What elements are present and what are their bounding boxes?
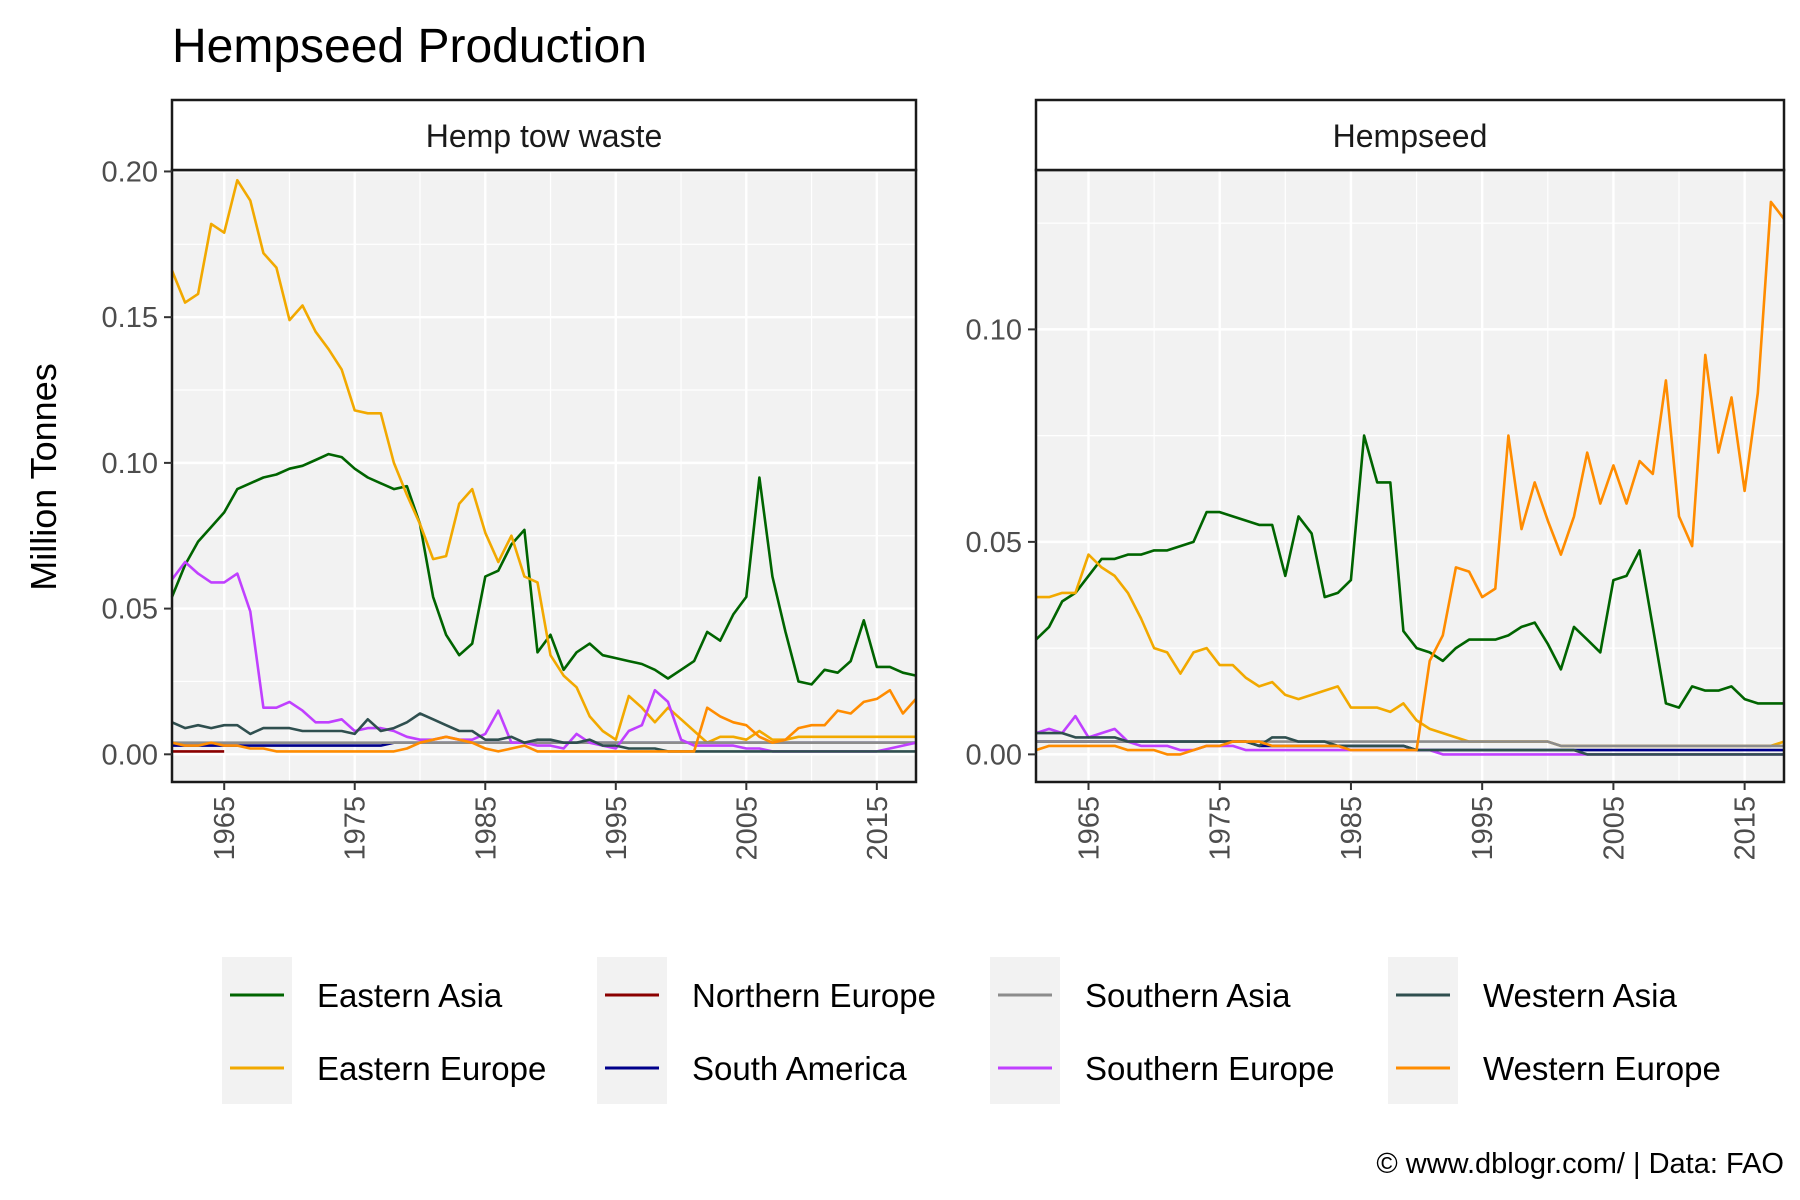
strip-label: Hemp tow waste — [426, 118, 663, 154]
strip-background — [170, 98, 918, 172]
series-lines — [170, 178, 917, 753]
series-line-eastern-asia — [1035, 434, 1784, 709]
legend-label: Southern Europe — [1085, 1050, 1335, 1087]
legend-label: Eastern Europe — [317, 1050, 546, 1087]
x-tick-label: 2005 — [731, 796, 763, 861]
chart-title: Hempseed Production — [172, 20, 647, 73]
y-tick-label: 0.05 — [102, 594, 158, 626]
legend-item-south-america: South America — [597, 1030, 907, 1104]
legend-item-southern-asia: Southern Asia — [990, 957, 1291, 1031]
legend-item-eastern-europe: Eastern Europe — [222, 1030, 546, 1104]
x-tick-label: 2015 — [862, 796, 894, 861]
legend-item-northern-europe: Northern Europe — [597, 957, 936, 1031]
x-tick-label: 1985 — [470, 796, 502, 861]
x-tick-label: 2015 — [1730, 796, 1762, 861]
panel-background — [172, 170, 916, 782]
x-tick-label: 1995 — [1467, 796, 1499, 861]
y-tick-label: 0.00 — [966, 739, 1022, 771]
y-axis: 0.00 0.05 0.10 — [966, 314, 1036, 771]
gridlines — [1036, 170, 1784, 782]
y-tick-label: 0.05 — [966, 527, 1022, 559]
x-tick-label: 1965 — [1073, 796, 1105, 861]
panel-hempseed: Hempseed 0.00 0.05 0.10 1965 1975 1985 1995 20… — [966, 98, 1786, 861]
y-tick-label: 0.10 — [102, 448, 158, 480]
panel-background — [1036, 170, 1784, 782]
legend-item-southern-europe: Southern Europe — [990, 1030, 1335, 1104]
strip-background — [1034, 98, 1786, 172]
gridlines — [172, 170, 916, 782]
legend-label: Western Europe — [1483, 1050, 1721, 1087]
legend: Eastern Asia Northern Europe Southern Asia… — [222, 957, 1721, 1104]
x-tick-label: 2005 — [1598, 796, 1630, 861]
y-tick-label: 0.15 — [102, 302, 158, 334]
strip-label: Hempseed — [1333, 118, 1488, 154]
legend-label: Eastern Asia — [317, 977, 503, 1014]
x-tick-label: 1975 — [1205, 796, 1237, 861]
series-line-western-europe — [1035, 200, 1786, 756]
y-axis-title: Million Tonnes — [23, 363, 64, 590]
y-tick-label: 0.00 — [102, 739, 158, 771]
legend-item-eastern-asia: Eastern Asia — [222, 957, 503, 1031]
legend-label: South America — [692, 1050, 907, 1087]
legend-item-western-europe: Western Europe — [1388, 1030, 1721, 1104]
legend-label: Western Asia — [1483, 977, 1677, 1014]
y-tick-label: 0.20 — [102, 156, 158, 188]
series-line-eastern-asia — [170, 452, 917, 686]
caption: © www.dblogr.com/ | Data: FAO — [1376, 1148, 1784, 1180]
series-line-western-europe — [171, 688, 917, 753]
x-tick-label: 1985 — [1336, 796, 1368, 861]
x-tick-label: 1975 — [340, 796, 372, 861]
y-tick-label: 0.10 — [966, 314, 1022, 346]
x-axis: 1965 1975 1985 1995 2005 2015 — [1073, 782, 1762, 861]
x-tick-label: 1965 — [209, 796, 241, 861]
series-lines — [1035, 200, 1786, 756]
legend-item-western-asia: Western Asia — [1388, 957, 1677, 1031]
x-tick-label: 1995 — [601, 796, 633, 861]
y-axis: 0.00 0.05 0.10 0.15 0.20 — [102, 156, 172, 771]
x-axis: 1965 1975 1985 1995 2005 2015 — [209, 782, 894, 861]
legend-label: Southern Asia — [1085, 977, 1291, 1014]
series-line-western-asia — [1036, 731, 1784, 756]
series-line-eastern-europe — [170, 178, 916, 745]
panel-hemp-tow-waste: Hemp tow waste 0.00 0.05 0.10 0.15 0.20 1965… — [102, 98, 918, 861]
legend-label: Northern Europe — [692, 977, 936, 1014]
series-line-western-asia — [171, 712, 916, 753]
